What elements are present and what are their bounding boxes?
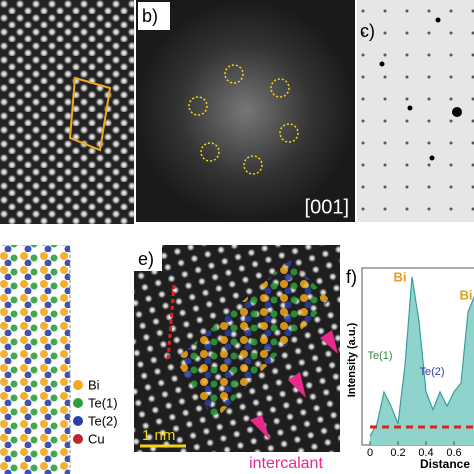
peak-label: Bi: [460, 287, 473, 302]
fft-image: [136, 0, 355, 222]
legend-marker: [73, 434, 83, 444]
panel-label: e): [138, 249, 154, 269]
crystal-model: [0, 245, 70, 474]
atom-overlay: [175, 260, 330, 420]
panel-label: b): [142, 6, 158, 26]
lattice: [0, 0, 134, 224]
arrow: [166, 284, 176, 361]
x-tick-label: 0.6: [446, 447, 461, 459]
spot: [429, 155, 435, 161]
peak-label: Te(1): [367, 350, 392, 362]
panel-label: c): [360, 21, 375, 41]
profile-area: [370, 276, 474, 445]
legend-label: Te(2): [88, 413, 118, 428]
intercalant-arrows: [250, 330, 338, 440]
profile-line: [369, 276, 474, 437]
unit-cell: [68, 76, 112, 152]
spot: [435, 17, 441, 23]
central-beam: [452, 107, 462, 117]
panel-e: e) 1 nm intercalant: [134, 245, 340, 472]
spot: [407, 105, 413, 111]
legend-label: Bi: [88, 377, 100, 392]
panel-d: Bi Te(1) Te(2) Cu: [0, 245, 118, 474]
panel-b: b) [001]: [136, 0, 355, 222]
label-bg: [134, 245, 162, 271]
scale-label: 1 nm: [142, 427, 175, 444]
x-tick-label: 0.4: [418, 447, 433, 459]
peak-label: Bi: [394, 269, 407, 284]
label-bg: [138, 2, 170, 30]
x-axis-label: Distance (: [420, 457, 474, 471]
spot-circles: [188, 64, 299, 175]
x-tick-label: 0.2: [390, 447, 405, 459]
legend-marker: [73, 416, 83, 426]
panel-c: c): [357, 0, 474, 222]
legend-label: Te(1): [88, 395, 118, 410]
legend-label: Cu: [88, 431, 105, 446]
spot: [379, 61, 385, 67]
peak-label: Te(2): [419, 366, 444, 378]
annotation: intercalant: [249, 455, 323, 472]
panel-label: f): [346, 267, 357, 287]
legend-marker: [73, 398, 83, 408]
panel-f: f) Intensity (a.u.) Distance ( 0 0.2 0.4 0.…: [346, 267, 474, 471]
panel-a: [0, 0, 134, 224]
x-tick-label: 0: [367, 447, 373, 459]
y-axis-label: Intensity (a.u.): [346, 322, 358, 397]
legend-marker: [73, 380, 83, 390]
zone-axis: [001]: [305, 196, 349, 218]
